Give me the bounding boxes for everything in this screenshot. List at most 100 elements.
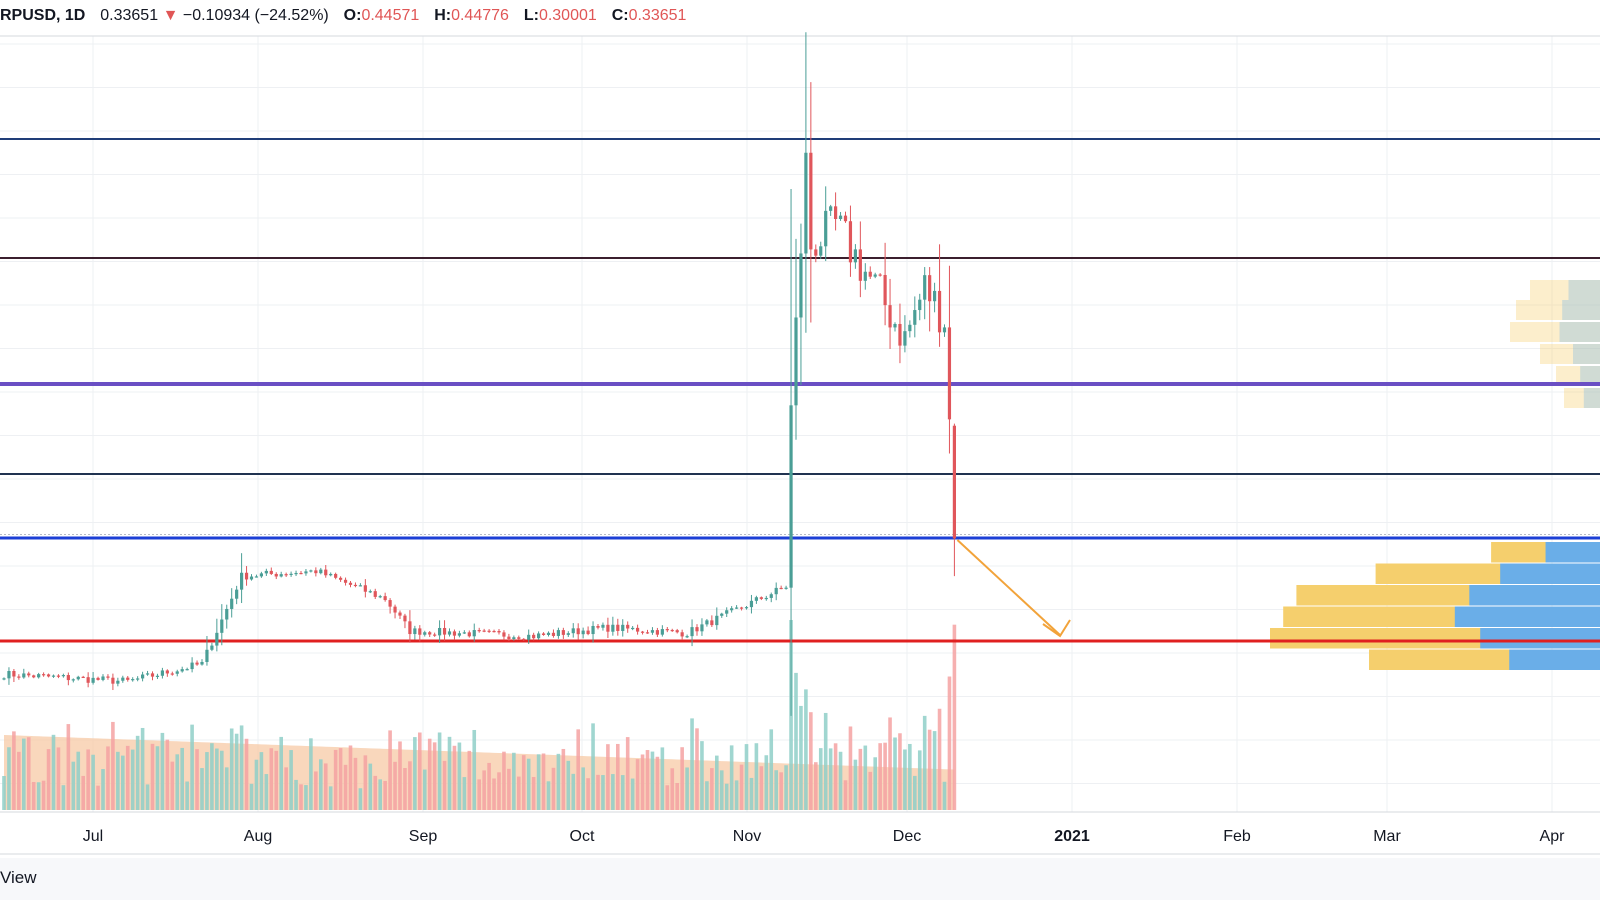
volume-bar [185, 781, 189, 810]
candle-body [819, 246, 823, 256]
candle-body [378, 596, 382, 598]
volume-bar [130, 749, 135, 810]
volume-bar [175, 754, 180, 810]
candle-body [284, 574, 288, 576]
volume-bar [695, 728, 699, 810]
volume-bar [338, 748, 343, 810]
volume-bar [660, 747, 665, 810]
candle-body [2, 678, 6, 680]
projection-arrow[interactable] [956, 539, 1071, 638]
volume-bar [487, 762, 491, 810]
candle-body [744, 607, 749, 609]
candle-body [56, 675, 61, 677]
volume-bar [304, 785, 308, 810]
candle-body [353, 584, 358, 587]
volume-bar [700, 741, 704, 810]
price-change: −0.10934 (−24.52%) [182, 7, 329, 24]
candle-body [309, 570, 313, 572]
candle-body [136, 678, 140, 680]
volume-bar [754, 743, 759, 810]
footer-bar: View [0, 858, 1600, 900]
candle-body [517, 637, 521, 639]
volume-bar [804, 689, 808, 810]
candle-body [883, 274, 887, 306]
low-value: 0.30001 [538, 7, 597, 24]
candle-body [71, 679, 75, 681]
volume-profile-faint-bar [1516, 300, 1600, 320]
volume-bar [952, 624, 957, 810]
volume-bar [863, 745, 868, 810]
candle-body [903, 331, 907, 346]
candle-body [645, 632, 650, 634]
volume-bar [616, 743, 620, 810]
volume-bar [794, 672, 798, 810]
candle-body [472, 630, 476, 637]
volume-bar [606, 744, 610, 810]
volume-bar [833, 743, 838, 810]
volume-bar [734, 780, 739, 810]
candle-body [225, 608, 229, 620]
candle-body [551, 632, 556, 636]
volume-bar [279, 736, 283, 810]
volume-bar [818, 748, 823, 810]
candle-body [210, 645, 214, 650]
candle-body [205, 649, 209, 662]
volume-bar [764, 755, 769, 810]
volume-bar [784, 765, 788, 810]
volume-profile-down-bar [1509, 649, 1600, 670]
candle-body [937, 290, 942, 333]
volume-bar [403, 768, 407, 810]
price-chart[interactable]: Jul Aug Sep Oct Nov Dec 2021 Feb Mar Apr [0, 0, 1600, 858]
volume-profile-down-bar [1469, 585, 1600, 606]
volume-bar [917, 750, 922, 810]
volume-bar [809, 712, 813, 810]
projection-arrow-head[interactable] [1042, 619, 1071, 638]
volume-bar [299, 784, 303, 810]
candle-body [834, 206, 838, 220]
volume-bar [457, 742, 462, 810]
candle-body [116, 680, 120, 684]
candle-body [680, 632, 684, 637]
projection-arrow-shaft[interactable] [956, 539, 1061, 636]
candle-body [358, 585, 362, 587]
candle-body [81, 676, 85, 679]
candle-body [457, 633, 461, 636]
volume-profile-faint-bar [1530, 280, 1600, 300]
volume-bar [645, 750, 650, 810]
volume-bar [898, 733, 902, 810]
candle-body [606, 624, 610, 632]
candle-body [339, 577, 343, 580]
candle-body [824, 210, 828, 247]
volume-bar [408, 761, 412, 810]
volume-bar [160, 732, 165, 810]
volume-bar [378, 779, 382, 810]
volume-bar [828, 748, 833, 810]
volume-bar [220, 750, 224, 810]
candle-body [571, 628, 575, 634]
candle-body [769, 594, 773, 598]
volume-profile [1270, 280, 1600, 670]
volume-bar [620, 775, 625, 810]
candle-body [165, 670, 169, 674]
candle-body [111, 677, 115, 684]
volume-bar [2, 776, 6, 810]
volume-bar [145, 784, 150, 810]
horizontal-levels[interactable] [0, 138, 1600, 643]
volume-profile-down-bar [1545, 542, 1600, 563]
candle-body [363, 585, 367, 592]
volume-bar [264, 774, 269, 810]
candle-body [814, 249, 818, 256]
candle-body [492, 630, 496, 633]
volume-bar [125, 745, 130, 810]
volume-bar [309, 738, 313, 810]
volume-bar [26, 737, 31, 810]
volume-bar [536, 754, 541, 810]
candle-body [695, 627, 699, 632]
candle-body [705, 620, 709, 625]
candle-body [893, 323, 897, 328]
volume-profile-down-bar [1454, 606, 1600, 627]
volume-bar [323, 763, 328, 810]
volume-bar [774, 770, 778, 810]
candle-body [66, 675, 70, 681]
candle-body [710, 620, 714, 626]
